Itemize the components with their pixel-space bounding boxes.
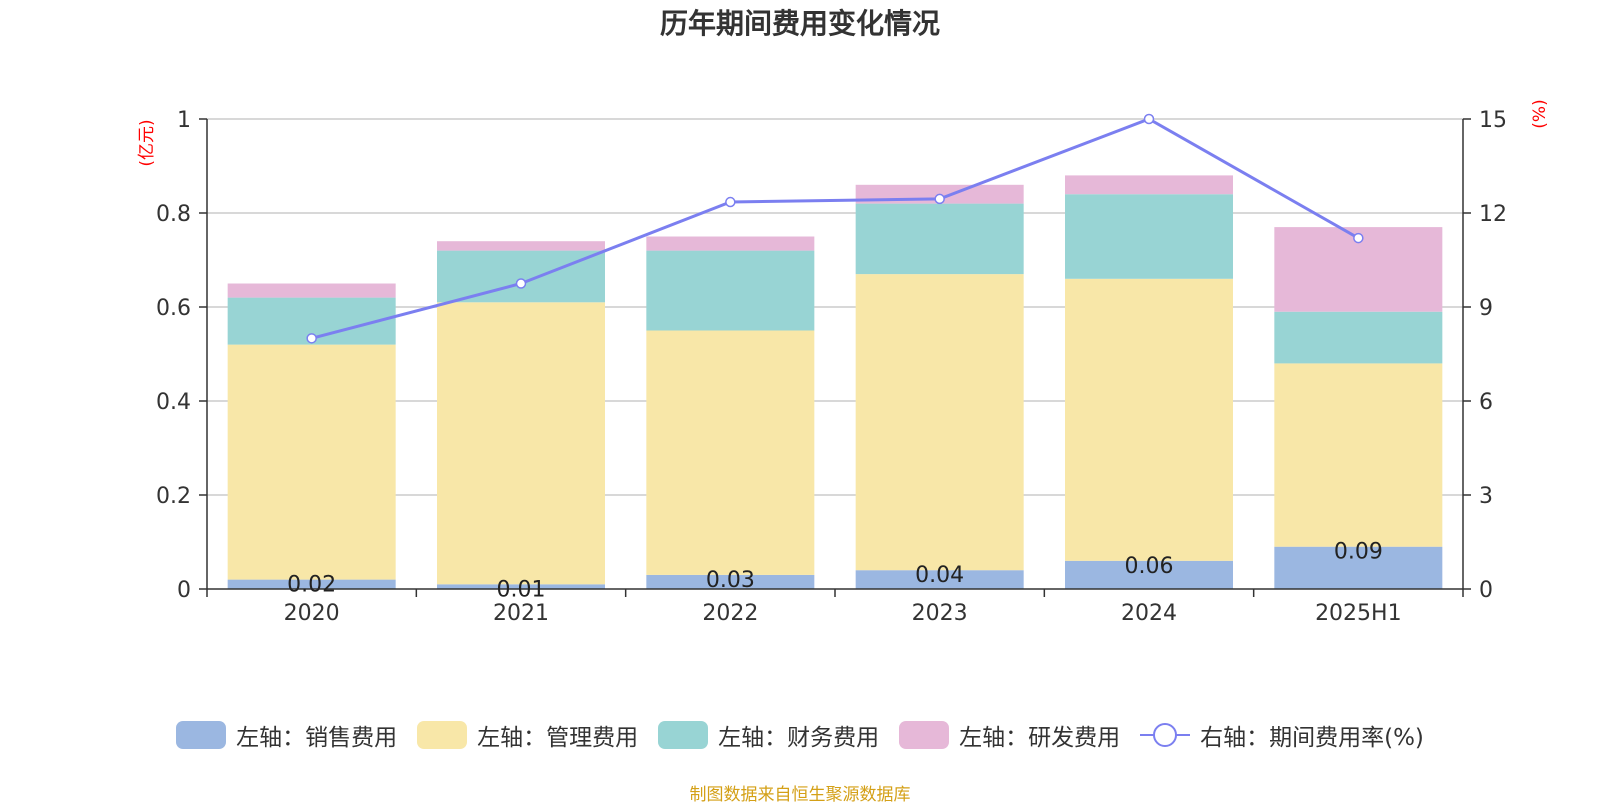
left-axis-tick-label: 0.4: [156, 390, 191, 415]
legend-label-rate: 右轴：期间费用率(%): [1200, 725, 1424, 751]
sales-data-label: 0.04: [915, 563, 964, 588]
legend-label-admin: 左轴：管理费用: [477, 725, 639, 751]
bar-segment-2: [646, 250, 815, 331]
bar-segment-2: [437, 250, 605, 303]
bar-segment-2: [1274, 311, 1443, 364]
x-axis-tick-label: 2024: [1121, 601, 1177, 626]
bar-segment-0: [646, 574, 815, 589]
gridlines: [207, 118, 1463, 496]
legend-label-rnd: 左轴：研发费用: [959, 725, 1121, 751]
bar-segment-2: [1065, 194, 1233, 279]
bar-series: [227, 175, 1443, 589]
sales-data-label: 0.02: [287, 573, 336, 598]
right-axis-tick-label: 12: [1479, 202, 1507, 227]
rate-point: [725, 196, 736, 208]
x-axis-tick-label: 2025H1: [1315, 601, 1402, 626]
legend-swatch-admin: [417, 721, 468, 749]
bar-segment-1: [437, 302, 605, 585]
bar-segment-3: [646, 236, 815, 251]
legend-item-sales[interactable]: 左轴：销售费用: [176, 718, 397, 752]
rate-point: [934, 193, 945, 205]
bar-segment-1: [1274, 363, 1443, 547]
left-axis-unit-label: (亿元): [137, 119, 157, 166]
left-axis-tick-label: 0.8: [156, 202, 191, 227]
legend-label-finance: 左轴：财务费用: [718, 725, 880, 751]
x-axis-tick-label: 2023: [912, 601, 968, 626]
legend-swatch-rnd: [899, 721, 950, 749]
bar-segment-0: [227, 579, 396, 589]
rate-point: [306, 333, 317, 344]
x-axis-tick-label: 2022: [702, 601, 758, 626]
sales-data-label: 0.03: [706, 568, 755, 593]
bar-segment-0: [1274, 546, 1443, 589]
bar-segment-3: [437, 241, 605, 251]
right-axis-tick-label: 6: [1479, 390, 1493, 415]
data-labels: 0.02 0.01 0.03 0.04 0.06 0.09: [287, 540, 1383, 603]
rate-line: [311, 117, 1360, 340]
right-axis-tick-label: 15: [1479, 108, 1507, 133]
bar-segment-1: [646, 330, 815, 575]
legend-label-sales: 左轴：销售费用: [236, 725, 398, 751]
legend-item-finance[interactable]: 左轴：财务费用: [658, 718, 879, 752]
legend: 左轴：销售费用 左轴：管理费用 左轴：财务费用 左轴：研发费用 右轴：期间费用率…: [0, 718, 1600, 752]
rate-point: [515, 278, 527, 289]
legend-swatch-sales: [176, 721, 227, 749]
bar-segment-2: [855, 203, 1024, 275]
rate-point: [1143, 113, 1155, 125]
sales-data-label: 0.06: [1125, 554, 1174, 579]
bar-segment-1: [855, 274, 1024, 571]
rate-line-series: [306, 113, 1364, 344]
legend-swatch-finance: [658, 721, 709, 749]
left-axis-tick-label: 1: [177, 108, 191, 133]
left-axis-tick-label: 0.6: [156, 296, 191, 321]
bar-segment-3: [1065, 175, 1233, 195]
source-note: 制图数据来自恒生聚源数据库: [689, 785, 911, 805]
sales-data-label: 0.09: [1334, 540, 1383, 565]
right-axis-tick-label: 0: [1479, 578, 1493, 603]
legend-swatch-rate: [1140, 721, 1191, 749]
bar-segment-0: [437, 584, 605, 589]
bar-segment-3: [227, 283, 396, 298]
x-axis-tick-label: 2021: [493, 601, 549, 626]
right-axis-unit-label: (%): [1530, 99, 1550, 128]
left-axis-tick-label: 0: [177, 578, 191, 603]
sales-data-label: 0.01: [497, 577, 546, 602]
legend-item-admin[interactable]: 左轴：管理费用: [417, 718, 638, 752]
legend-item-rate[interactable]: 右轴：期间费用率(%): [1140, 718, 1424, 752]
bar-segment-1: [227, 344, 396, 580]
axes: 0 0.2 0.4 0.6 0.8 1 0 3 6 9 12 15 2020 2021 2022 2023 20…: [137, 99, 1550, 626]
bar-segment-0: [1065, 560, 1233, 589]
right-axis-tick-label: 9: [1479, 296, 1493, 321]
legend-item-rnd[interactable]: 左轴：研发费用: [899, 718, 1120, 752]
bar-segment-1: [1065, 278, 1233, 561]
chart-title: 历年期间费用变化情况: [660, 7, 940, 40]
bar-segment-0: [855, 570, 1024, 589]
x-axis-tick-label: 2020: [284, 601, 340, 626]
right-axis-tick-label: 3: [1479, 484, 1493, 509]
left-axis-tick-label: 0.2: [156, 484, 191, 509]
rate-point: [1353, 232, 1364, 244]
